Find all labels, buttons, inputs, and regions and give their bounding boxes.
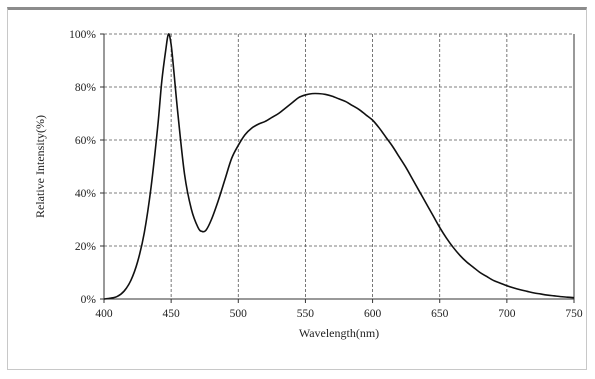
- x-tick-label-500: 500: [230, 308, 248, 320]
- x-tick-label-750: 750: [565, 308, 583, 320]
- grid-lines: [104, 33, 574, 299]
- chart-frame: 400 450 500 550 600 650 700 750 0% 20% 40% 60% 80% 1…: [7, 7, 587, 370]
- x-tick-label-400: 400: [95, 308, 113, 320]
- spectrum-line: [103, 33, 575, 300]
- x-tick-label-550: 550: [297, 308, 315, 320]
- x-tick-labels: 400 450 500 550 600 650 700 750: [95, 308, 583, 320]
- y-tick-label-0: 0%: [81, 294, 97, 306]
- y-tick-labels: 0% 20% 40% 60% 80% 100%: [69, 29, 96, 306]
- y-axis-title: Relative Intensity(%): [33, 115, 47, 218]
- y-tick-label-80: 80%: [75, 82, 97, 94]
- x-axis-title: Wavelength(nm): [299, 326, 379, 340]
- x-tick-label-450: 450: [163, 308, 181, 320]
- y-tick-label-100: 100%: [69, 29, 96, 41]
- y-tick-label-40: 40%: [75, 188, 97, 200]
- axes: [100, 33, 575, 303]
- x-tick-label-600: 600: [364, 308, 382, 320]
- x-tick-label-700: 700: [498, 308, 516, 320]
- spectrum-chart: 400 450 500 550 600 650 700 750 0% 20% 40% 60% 80% 1…: [33, 29, 583, 340]
- y-tick-label-60: 60%: [75, 135, 97, 147]
- y-tick-label-20: 20%: [75, 241, 97, 253]
- x-tick-label-650: 650: [431, 308, 449, 320]
